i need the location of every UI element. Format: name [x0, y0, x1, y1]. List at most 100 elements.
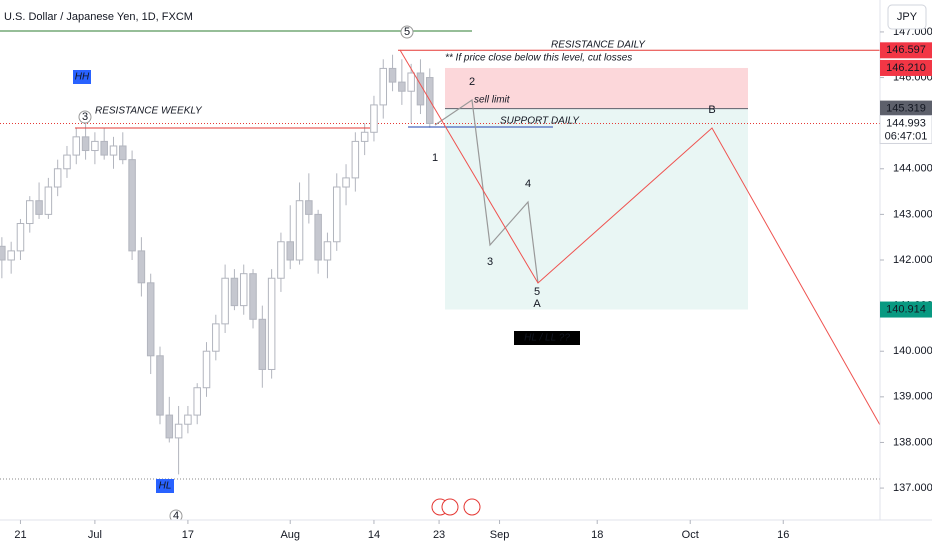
price-label-box [880, 59, 932, 76]
event-icon [463, 498, 481, 516]
candle-body [230, 277, 239, 307]
wave-line [434, 98, 539, 284]
badge-box [73, 70, 91, 84]
candle-body [212, 323, 220, 352]
price-label-box [879, 114, 932, 144]
candle-body [388, 67, 397, 83]
candle-body [305, 200, 313, 215]
candle-body [35, 200, 43, 215]
candle-body [407, 72, 415, 92]
x-tick-label: Sep [490, 529, 510, 541]
candle-body [0, 245, 6, 261]
y-tick-label: 137.000 [893, 482, 932, 494]
plot-area [0, 49, 932, 475]
chart-title: U.S. Dollar / Japanese Yen, 1D, FXCM [4, 11, 193, 23]
y-tick-label: 144.000 [893, 163, 932, 175]
candle-body [16, 223, 25, 252]
candle-body [137, 250, 146, 284]
candle-body [156, 355, 164, 416]
candle-body [267, 277, 276, 370]
candle-body [193, 387, 201, 416]
candle-body [44, 186, 53, 215]
price-label: 140.914 [886, 303, 926, 315]
candle-body [360, 131, 369, 142]
annotation: SUPPORT DAILY [500, 116, 580, 127]
x-tick-label: 14 [368, 529, 380, 541]
candle-body [342, 177, 350, 188]
axes: 137.000138.000139.000140.000141.000142.0… [14, 26, 932, 541]
currency-button[interactable] [887, 4, 927, 30]
x-tick-label: Oct [682, 529, 699, 541]
candle-body [202, 350, 211, 389]
price-label: 146.597 [886, 44, 926, 56]
candle-body [277, 241, 285, 279]
countdown: 06:47:01 [885, 130, 928, 142]
annotation: HL / LL ?? [524, 333, 570, 344]
annotation: 1 [432, 152, 438, 164]
annotations: RESISTANCE DAILY ** If price close below … [73, 25, 716, 523]
candle-body [53, 168, 62, 188]
price-label-box [880, 100, 932, 117]
annotation: RESISTANCE WEEKLY [95, 106, 203, 117]
candle-body [249, 273, 257, 320]
candle-body [109, 145, 118, 156]
candle-body [351, 140, 360, 179]
annotation: HH [75, 72, 90, 83]
candle-body [221, 277, 229, 325]
candle-body [146, 282, 155, 357]
candle-body [398, 81, 406, 92]
event-icons [431, 498, 481, 516]
annotation: A [533, 298, 541, 310]
candle-body [239, 273, 248, 307]
annotation: HL [159, 481, 172, 492]
price-label-box [880, 301, 932, 318]
candle-body [416, 72, 425, 106]
candle-body [323, 241, 332, 261]
candle-body [165, 414, 174, 439]
candle-body [174, 423, 183, 439]
candle-body [63, 154, 71, 170]
annotation: ** If price close below this level, cut … [445, 53, 632, 64]
wave-circle [400, 25, 414, 39]
candle-body [295, 200, 304, 261]
x-tick-label: Jul [88, 529, 102, 541]
time-axis [0, 520, 880, 550]
x-tick-label: 23 [433, 529, 445, 541]
candle-body [332, 186, 341, 243]
y-tick-label: 138.000 [893, 436, 932, 448]
drawings [0, 30, 881, 480]
x-tick-label: Aug [280, 529, 300, 541]
annotation: 4 [173, 510, 179, 522]
candle-body [81, 136, 90, 152]
candle-body [379, 67, 388, 106]
candle-body [314, 213, 322, 261]
annotation: 5 [534, 286, 540, 298]
candle-body [26, 200, 34, 225]
candle-body [128, 159, 136, 252]
stop-zone [445, 67, 748, 109]
candle-body [184, 414, 192, 425]
candle-body [119, 145, 127, 161]
annotation: 5 [404, 26, 410, 38]
target-zone [445, 108, 748, 310]
event-icon [441, 498, 459, 516]
y-tick-label: 142.000 [893, 254, 932, 266]
candle-body [7, 250, 15, 261]
candle-body [370, 104, 378, 133]
candle-body [286, 241, 294, 261]
x-tick-label: 17 [182, 529, 194, 541]
badge-box [156, 479, 174, 493]
candle-body [258, 318, 267, 370]
annotation: 3 [82, 111, 88, 123]
badge-box [514, 331, 580, 345]
wave-circle [78, 110, 92, 124]
price-label: 145.319 [886, 103, 926, 115]
x-tick-label: 18 [591, 529, 603, 541]
price-axis [880, 0, 932, 550]
candle-body [100, 140, 108, 156]
annotation: 3 [487, 256, 493, 268]
annotation: sell limit [474, 95, 511, 106]
annotation: B [708, 104, 715, 116]
